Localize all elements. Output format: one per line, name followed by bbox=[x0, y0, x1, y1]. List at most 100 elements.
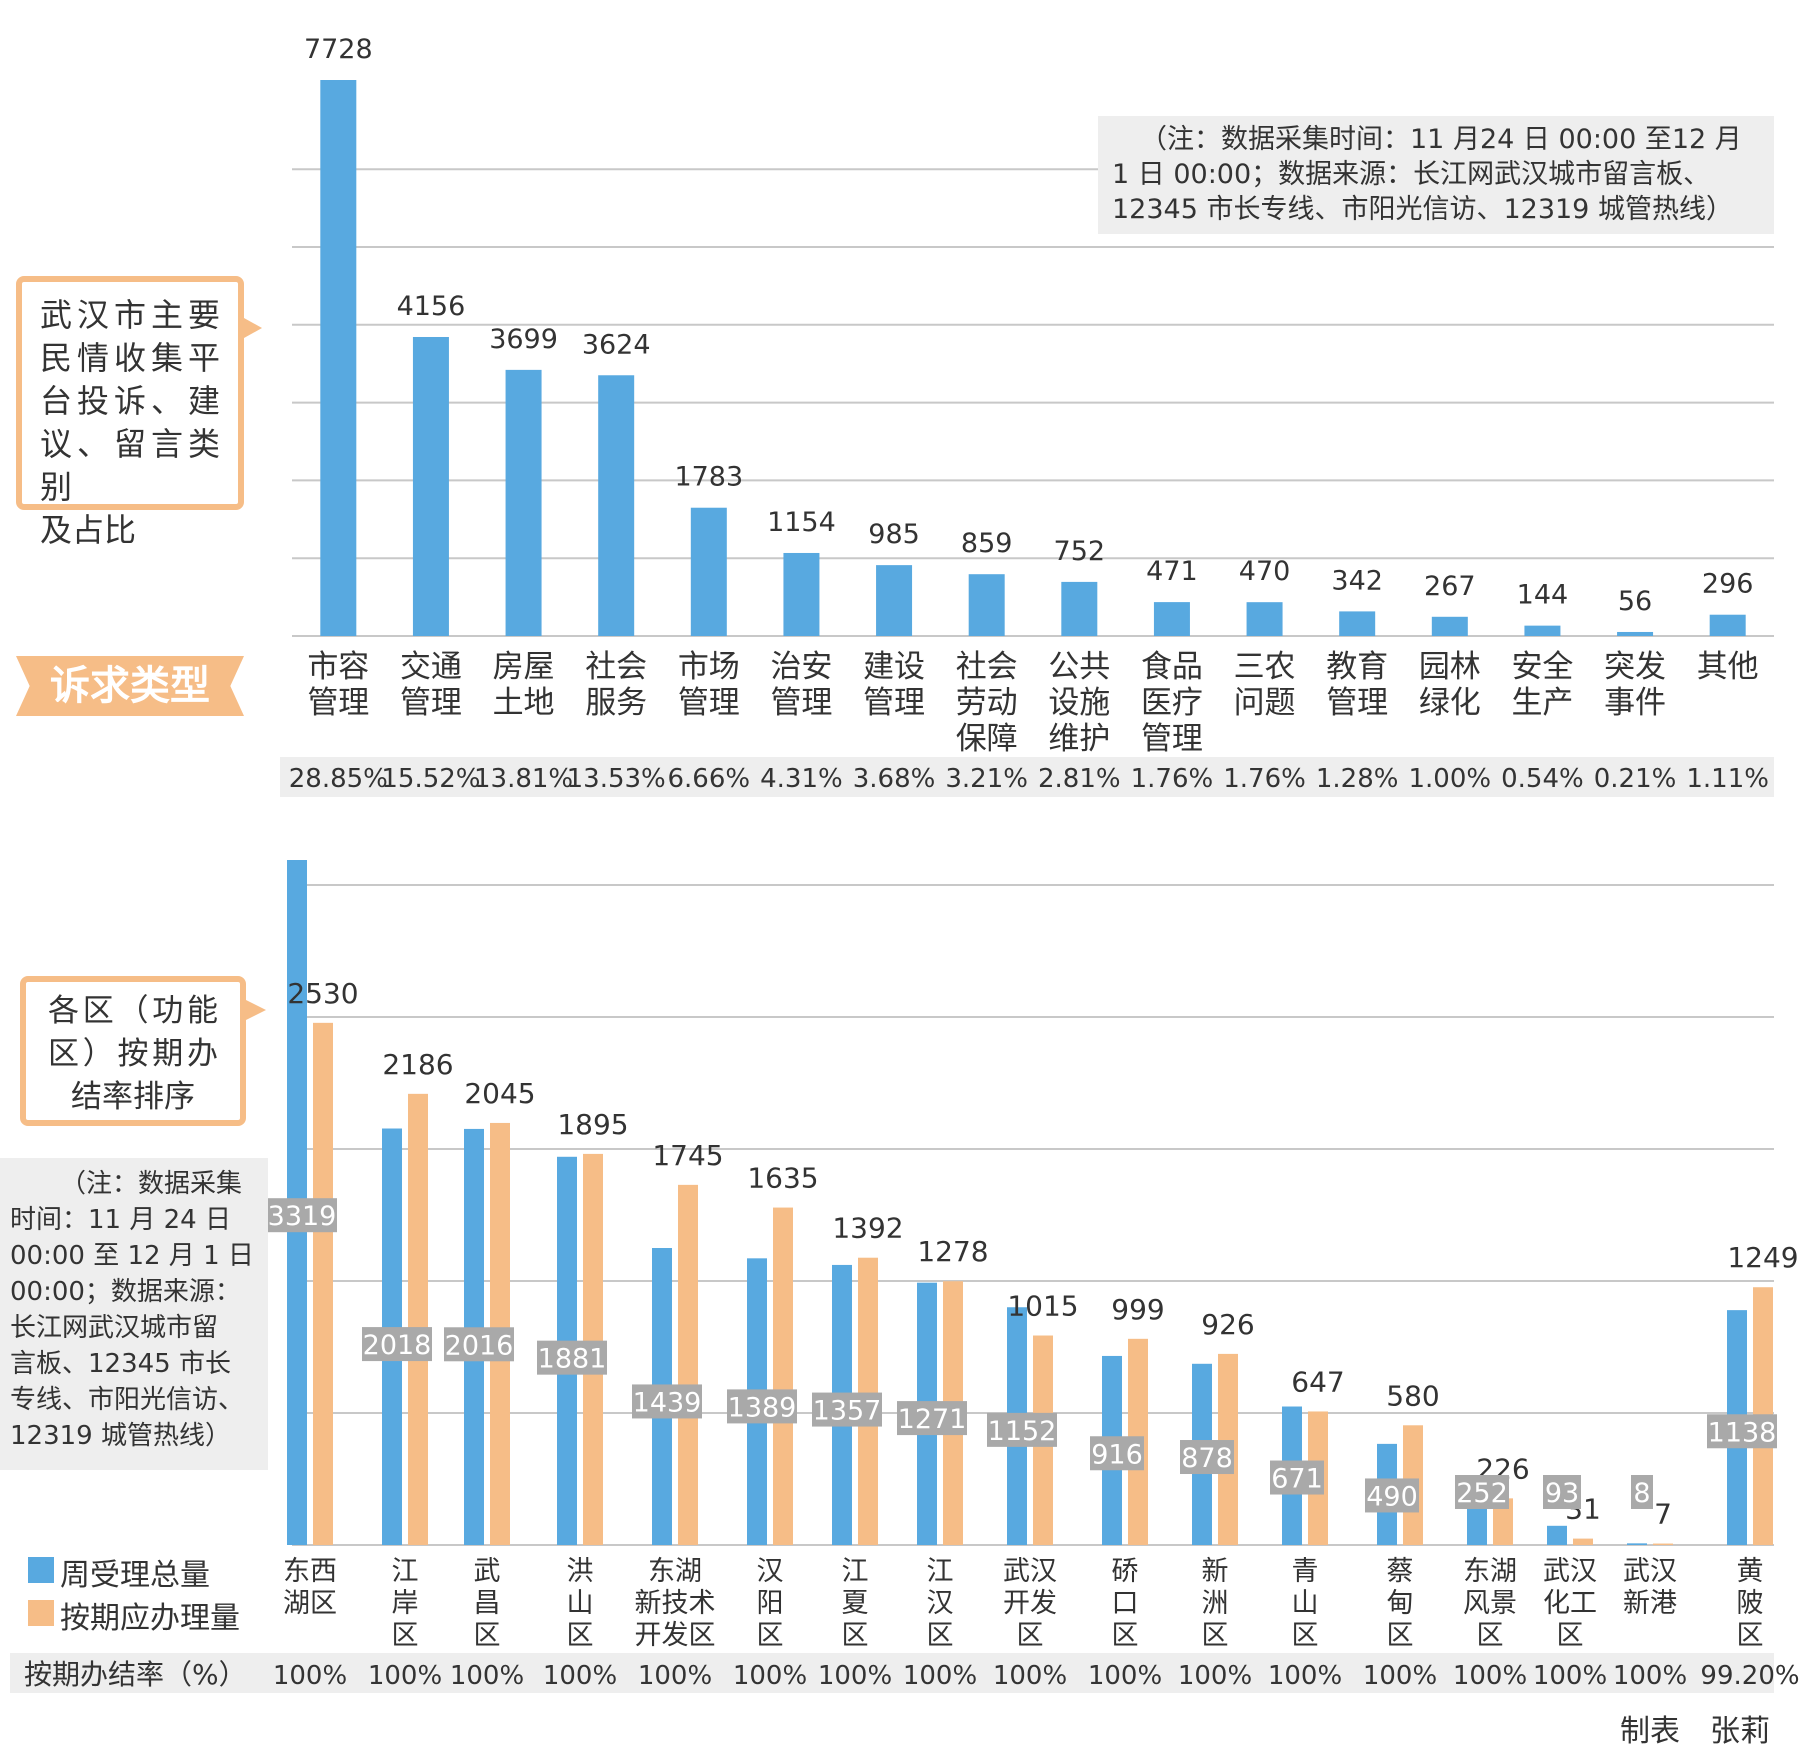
chart2-value-label-series1: 1138 bbox=[1708, 1417, 1777, 1448]
chart2-value-label-series2: 2186 bbox=[382, 1048, 453, 1081]
chart2-district-label: 化工 bbox=[1543, 1588, 1597, 1619]
chart2-value-label-series2: 999 bbox=[1111, 1293, 1164, 1326]
chart1-category-label: 三农 bbox=[1234, 649, 1296, 685]
chart2-value-label-series2: 1249 bbox=[1727, 1241, 1798, 1274]
chart1-bar bbox=[783, 552, 820, 636]
chart2-value-label-series1: 3319 bbox=[268, 1201, 337, 1232]
chart1-bar bbox=[1246, 602, 1283, 636]
chart2-rate-label: 100% bbox=[273, 1661, 347, 1691]
chart2-rate-label: 100% bbox=[733, 1661, 807, 1691]
chart2-district-label: 风景 bbox=[1463, 1588, 1517, 1619]
chart2-value-label-series2: 2045 bbox=[464, 1077, 535, 1110]
chart1-value-label: 267 bbox=[1424, 571, 1476, 602]
chart1-percent-label: 1.76% bbox=[1131, 764, 1214, 794]
chart2-district-label: 山 bbox=[567, 1588, 594, 1619]
chart2-value-box-series1 bbox=[1543, 1475, 1581, 1509]
chart1-note-line: 12345 市长专线、市阳光信访、12319 城管热线） bbox=[1112, 194, 1733, 225]
chart1-category-label: 绿化 bbox=[1419, 685, 1481, 721]
chart2-district-label: 湖区 bbox=[283, 1588, 337, 1619]
chart1-title-line: 议、留言类别 bbox=[40, 425, 220, 506]
chart1-value-label: 56 bbox=[1618, 586, 1652, 617]
chart2-district-label: 区 bbox=[1387, 1620, 1414, 1651]
chart2-title-box: 各区（功能 区）按期办 结率排序 bbox=[20, 976, 246, 1126]
chart2-value-label-series1: 2018 bbox=[363, 1330, 432, 1361]
chart2-rate-label: 100% bbox=[1088, 1661, 1162, 1691]
legend-swatch-series2 bbox=[28, 1600, 54, 1626]
chart2-district-label: 区 bbox=[1292, 1620, 1319, 1651]
chart1-category-label: 房屋 bbox=[493, 649, 555, 685]
chart2-value-box-series1 bbox=[1631, 1475, 1653, 1509]
chart2-value-label-series2: 2530 bbox=[287, 977, 358, 1010]
chart2-value-label-series2: 1635 bbox=[747, 1162, 818, 1195]
chart2-district-label: 青 bbox=[1292, 1556, 1319, 1587]
chart2-rate-label: 100% bbox=[638, 1661, 712, 1691]
chart1-bar bbox=[320, 80, 357, 636]
chart2-value-label-series2: 7 bbox=[1654, 1498, 1672, 1531]
chart2-bar-series2 bbox=[1493, 1498, 1513, 1545]
chart2-district-label: 区 bbox=[927, 1620, 954, 1651]
chart2-rate-label: 100% bbox=[1268, 1661, 1342, 1691]
chart1-percent-label: 13.53% bbox=[567, 764, 666, 794]
chart2-value-label-series1: 490 bbox=[1366, 1481, 1418, 1512]
chart2-value-label-series1: 1357 bbox=[813, 1396, 882, 1427]
chart1-category-label: 管理 bbox=[1141, 721, 1203, 757]
chart1-bar bbox=[876, 565, 913, 636]
chart1-bar bbox=[1153, 602, 1190, 636]
chart2-value-label-series1: 916 bbox=[1091, 1439, 1143, 1470]
chart1-category-label: 保障 bbox=[956, 721, 1018, 757]
chart1-bar bbox=[1061, 581, 1098, 636]
chart1-title-box: 武汉市主要 民情收集平 台投诉、建 议、留言类别 及占比 bbox=[16, 276, 244, 549]
chart2-value-label-series2: 580 bbox=[1386, 1379, 1439, 1412]
chart2-district-label: 新 bbox=[1202, 1556, 1229, 1587]
chart2-value-label-series2: 1895 bbox=[557, 1108, 628, 1141]
chart1-percent-label: 0.54% bbox=[1501, 764, 1584, 794]
chart2-district-label: 江 bbox=[392, 1556, 419, 1587]
chart2-title-line: 区）按期办 bbox=[48, 1036, 218, 1072]
legend-label-series1: 周受理总量 bbox=[60, 1558, 210, 1593]
chart2-district-label: 武汉 bbox=[1623, 1556, 1677, 1587]
chart2-value-label-series1: 878 bbox=[1181, 1443, 1233, 1474]
chart2-district-label: 新港 bbox=[1623, 1588, 1677, 1619]
chart2-value-box-series1 bbox=[632, 1384, 702, 1419]
chart2-value-box-series1 bbox=[987, 1412, 1057, 1447]
chart2-value-label-series1: 93 bbox=[1545, 1478, 1579, 1509]
chart2-rate-label: 99.20% bbox=[1700, 1661, 1799, 1691]
chart2-note-line: （注：数据采集 bbox=[60, 1169, 243, 1199]
chart2-district-label: 新技术 bbox=[635, 1588, 716, 1619]
chart2-note-line: 12319 城管热线） bbox=[10, 1421, 231, 1451]
chart2-value-box-series1 bbox=[1270, 1460, 1324, 1495]
chart1-bar bbox=[1524, 625, 1561, 636]
chart1-category-label: 市容 bbox=[307, 649, 369, 685]
chart2-district-label: 夏 bbox=[842, 1588, 869, 1619]
chart1-category-label: 管理 bbox=[400, 685, 462, 721]
chart2-value-box-series1 bbox=[537, 1340, 607, 1375]
chart2-rate-label: 100% bbox=[1453, 1661, 1527, 1691]
chart1-category-label: 维护 bbox=[1048, 721, 1110, 757]
chart1-category-label: 管理 bbox=[678, 685, 740, 721]
chart2-value-label-series1: 8 bbox=[1633, 1478, 1650, 1509]
chart2-note-line: 00:00 至 12 月 1 日 bbox=[10, 1241, 254, 1271]
chart2-rate-label: 100% bbox=[1613, 1661, 1687, 1691]
chart2-district-label: 洪 bbox=[567, 1556, 594, 1587]
chart1-title-pointer bbox=[244, 318, 262, 338]
chart1-value-label: 4156 bbox=[397, 291, 466, 322]
chart2-district-label: 区 bbox=[392, 1620, 419, 1651]
chart2-district-label: 区 bbox=[1112, 1620, 1139, 1651]
chart1-category-label: 问题 bbox=[1234, 685, 1296, 721]
chart2-bar-series2 bbox=[678, 1184, 698, 1545]
chart1-percent-label: 28.85% bbox=[289, 764, 388, 794]
chart2-district-label: 岸 bbox=[392, 1588, 419, 1619]
chart2-district-label: 蔡 bbox=[1387, 1556, 1414, 1587]
chart2-rate-label: 100% bbox=[903, 1661, 977, 1691]
chart2-rate-label: 100% bbox=[1533, 1661, 1607, 1691]
chart2-district-label: 硚 bbox=[1112, 1556, 1139, 1587]
chart2-district-label: 东湖 bbox=[1463, 1556, 1517, 1587]
chart2-rate-label: 100% bbox=[1363, 1661, 1437, 1691]
chart2-value-box-series1 bbox=[362, 1327, 432, 1362]
chart2-district-label: 陂 bbox=[1737, 1588, 1764, 1619]
chart2-value-label-series1: 2016 bbox=[445, 1330, 514, 1361]
chart1-percent-label: 15.52% bbox=[381, 764, 480, 794]
chart2-district-label: 汉 bbox=[927, 1588, 954, 1619]
chart2-bar-series2 bbox=[408, 1093, 428, 1545]
